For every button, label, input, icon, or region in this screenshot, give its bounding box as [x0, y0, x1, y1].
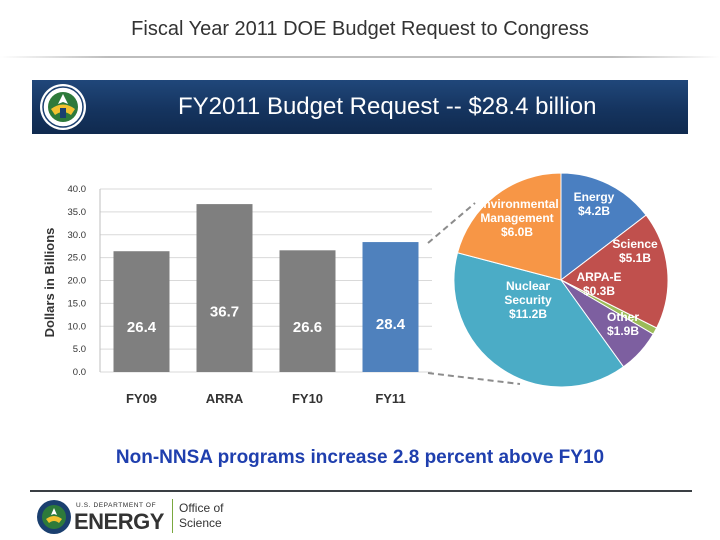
connector-line-bottom — [427, 372, 521, 385]
connector-line-top — [427, 202, 476, 244]
bar-value-label: 28.4 — [376, 316, 406, 333]
bar-fy09 — [113, 251, 170, 372]
y-tick-label: 40.0 — [68, 184, 87, 195]
y-tick-label: 30.0 — [68, 230, 87, 241]
pie-slice-environmental-management — [456, 172, 562, 281]
pie-label-energy: Energy $4.2B — [574, 190, 615, 218]
doe-office-of-science-logo: U.S. DEPARTMENT OF ENERGY Office of Scie… — [36, 497, 256, 537]
x-tick-label: FY09 — [126, 391, 157, 406]
footer-dept-text: U.S. DEPARTMENT OF — [76, 502, 157, 509]
y-axis-label: Dollars in Billions — [42, 228, 57, 338]
footer-logo-divider — [172, 499, 173, 533]
y-tick-label: 10.0 — [68, 321, 87, 332]
title-divider — [0, 56, 720, 58]
y-tick-label: 35.0 — [68, 207, 87, 218]
footer-energy-text: ENERGY — [74, 509, 164, 534]
bar-chart: 0.0 5.0 10.0 15.0 20.0 25.0 30.0 35.0 40.0 Dollar… — [42, 184, 432, 406]
footer-office-line1: Office of — [179, 501, 224, 515]
pie-slice-science — [560, 214, 669, 329]
pie-label-nuclear-security: Nuclear Security $11.2B — [504, 279, 552, 321]
footer-office-text: Office of Science — [179, 501, 223, 531]
pie-label-other: Other $1.9B — [607, 310, 639, 338]
pie-label-science: Science $5.1B — [612, 237, 658, 265]
y-tick-label: 25.0 — [68, 253, 87, 264]
pie-label-arpa-e: ARPA-E $0.3B — [576, 270, 621, 298]
y-tick-label: 5.0 — [73, 344, 86, 355]
pie-chart: Energy $4.2B Science $5.1B ARPA-E $0.3B Other $… — [427, 172, 669, 388]
footer-office-line2: Science — [179, 516, 222, 530]
bar-fy10 — [279, 250, 336, 372]
pie-slice-nuclear-security — [453, 252, 625, 388]
pie-label-environmental-management: Environmental Management $6.0B — [475, 197, 558, 239]
pie-slice-energy — [560, 172, 647, 282]
slide-title: Fiscal Year 2011 DOE Budget Request to C… — [131, 18, 589, 40]
y-tick-label: 15.0 — [68, 298, 87, 309]
doe-seal-icon — [40, 84, 86, 130]
y-tick-label: 0.0 — [73, 367, 86, 378]
banner: FY2011 Budget Request -- $28.4 billion — [32, 80, 688, 134]
footer-divider — [30, 490, 692, 492]
doe-seal-small-icon — [37, 500, 71, 534]
banner-title: FY2011 Budget Request -- $28.4 billion — [178, 93, 597, 120]
bar-fy11 — [362, 242, 419, 372]
x-tick-label: FY11 — [375, 391, 405, 406]
bar-value-label: 26.6 — [293, 319, 322, 336]
bar-value-label: 26.4 — [127, 319, 157, 336]
tagline: Non-NNSA programs increase 2.8 percent a… — [115, 447, 605, 468]
bar-value-label: 36.7 — [210, 304, 239, 321]
x-tick-label: ARRA — [206, 391, 244, 406]
y-tick-label: 20.0 — [68, 276, 87, 287]
bar-arra — [196, 204, 253, 372]
x-tick-label: FY10 — [292, 391, 323, 406]
